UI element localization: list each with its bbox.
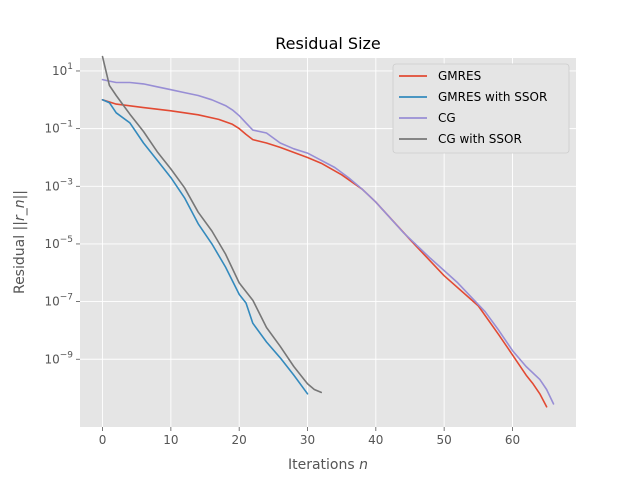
y-tick-label: 101 <box>52 62 73 78</box>
x-tick-label: 0 <box>99 433 107 447</box>
legend-box <box>392 63 570 154</box>
legend-label: CG with SSOR <box>438 132 522 146</box>
series-line-gmres <box>101 99 548 408</box>
legend-label: GMRES with SSOR <box>438 90 547 104</box>
y-tick-label: 10−3 <box>44 177 73 193</box>
legend-label: CG <box>438 111 456 125</box>
x-tick-label: 30 <box>300 433 315 447</box>
y-tick-label: 10−1 <box>44 120 73 136</box>
y-tick-label: 10−9 <box>44 350 73 366</box>
chart-title: Residual Size <box>275 34 381 53</box>
x-axis-label: Iterations n <box>288 457 368 473</box>
legend: GMRES GMRES with SSOR CG CG with SSOR <box>392 63 570 154</box>
y-tick-label: 10−5 <box>44 235 73 251</box>
series-line-cg <box>101 78 555 405</box>
x-tick-label: 50 <box>437 433 452 447</box>
series-line-cg-with-ssor <box>101 55 323 394</box>
x-tick-label: 40 <box>368 433 383 447</box>
x-tick-label: 60 <box>505 433 520 447</box>
series-line-gmres-with-ssor <box>101 99 309 395</box>
y-tick-label: 10−7 <box>44 293 73 309</box>
x-axis-ticks: 0 10 20 30 40 50 60 <box>99 427 520 447</box>
x-axis-label-var: n <box>359 457 368 473</box>
series-lines <box>101 55 555 408</box>
y-axis-label-text: Residual <box>12 230 28 294</box>
y-axis-ticks: 101 10−1 10−3 10−5 10−7 10−9 <box>44 62 80 366</box>
y-axis-label: Residual ||r_n|| <box>12 190 28 294</box>
x-axis-label-text: Iterations <box>288 457 359 473</box>
x-tick-label: 20 <box>232 433 247 447</box>
legend-label: GMRES <box>438 69 481 83</box>
x-tick-label: 10 <box>163 433 178 447</box>
y-axis-label-var: ||r_n|| <box>12 190 28 231</box>
